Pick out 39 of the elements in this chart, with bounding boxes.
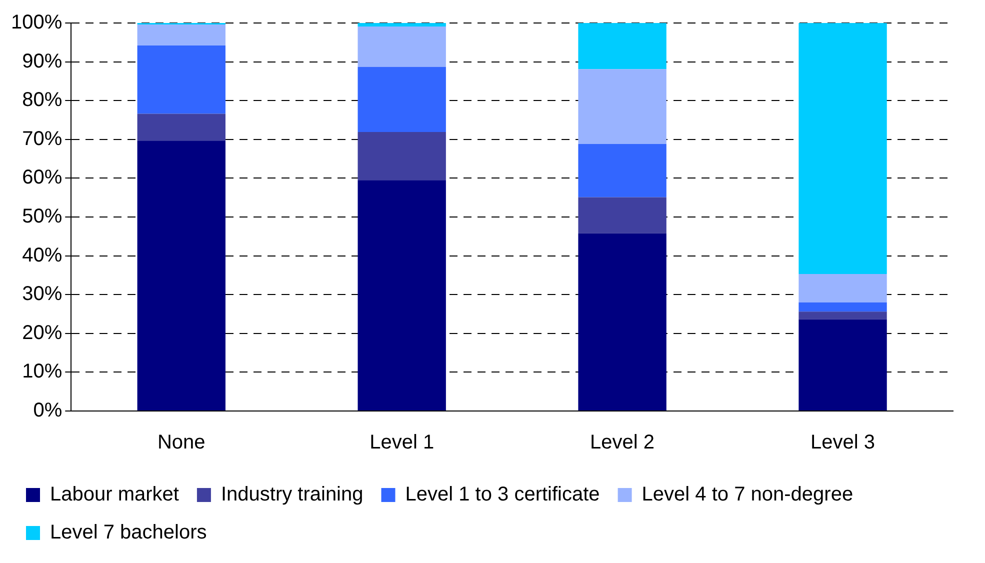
bar [137, 24, 226, 46]
bar [137, 140, 226, 410]
bar [578, 23, 666, 70]
x-tick-label: None [157, 432, 206, 454]
y-tick-label: 60% [22, 166, 62, 189]
legend-label: Labour market [50, 484, 180, 506]
bar [358, 66, 446, 132]
bar [798, 319, 887, 410]
y-tick-label: 80% [22, 89, 62, 112]
bar [358, 132, 446, 180]
y-tick-label: 30% [22, 283, 62, 306]
y-tick-label: 20% [22, 322, 62, 344]
y-tick-label: 90% [22, 50, 62, 72]
bar [137, 46, 226, 114]
y-tick-label: 100% [10, 12, 62, 34]
legend-label: Level 1 to 3 certificate [405, 484, 600, 506]
x-tick-label: Level 2 [590, 432, 655, 454]
y-tick-label: 0% [33, 400, 62, 422]
y-tick-label: 40% [22, 244, 62, 266]
bar [578, 233, 666, 410]
legend-label: Industry training [220, 484, 364, 506]
x-tick-label: Level 1 [370, 432, 434, 454]
bar [798, 274, 887, 302]
bar [578, 197, 666, 234]
legend-label: Level 7 bachelors [50, 522, 207, 544]
bar [798, 302, 887, 312]
x-tick-label: Level 3 [810, 432, 876, 454]
y-tick-label: 70% [22, 128, 62, 150]
bar [578, 69, 666, 144]
bar [798, 312, 887, 320]
bar [358, 23, 446, 26]
bar [358, 26, 446, 67]
bar [358, 180, 446, 410]
legend-label: Level 4 to 7 non-degree [642, 484, 854, 506]
bar [137, 114, 226, 141]
y-tick-label: 10% [22, 360, 62, 383]
bar [798, 23, 887, 274]
y-tick-label: 50% [22, 206, 62, 228]
bar [578, 144, 666, 198]
